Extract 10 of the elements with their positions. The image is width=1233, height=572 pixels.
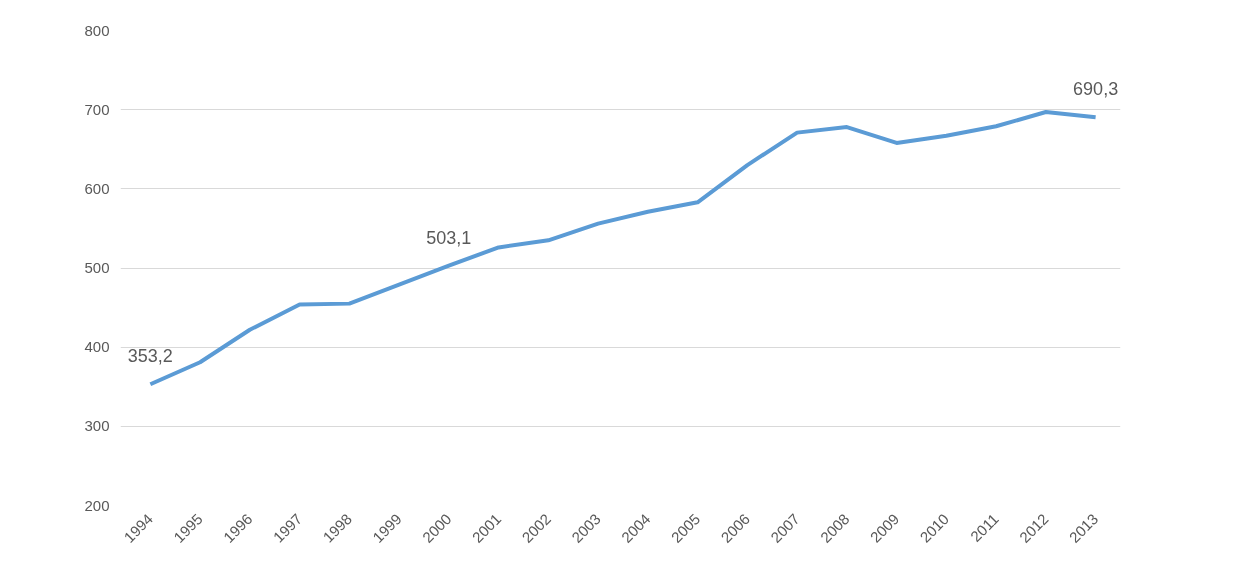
data-label: 690,3 xyxy=(1073,79,1119,100)
data-label: 353,2 xyxy=(127,346,173,367)
y-tick-label: 700 xyxy=(84,100,110,118)
y-tick-label: 600 xyxy=(84,179,110,197)
y-tick-label: 800 xyxy=(84,21,110,39)
y-tick-label: 200 xyxy=(84,496,110,514)
y-tick-label: 300 xyxy=(84,417,110,435)
data-label: 503,1 xyxy=(426,227,472,248)
y-tick-label: 400 xyxy=(84,338,110,356)
y-tick-label: 500 xyxy=(84,259,110,276)
